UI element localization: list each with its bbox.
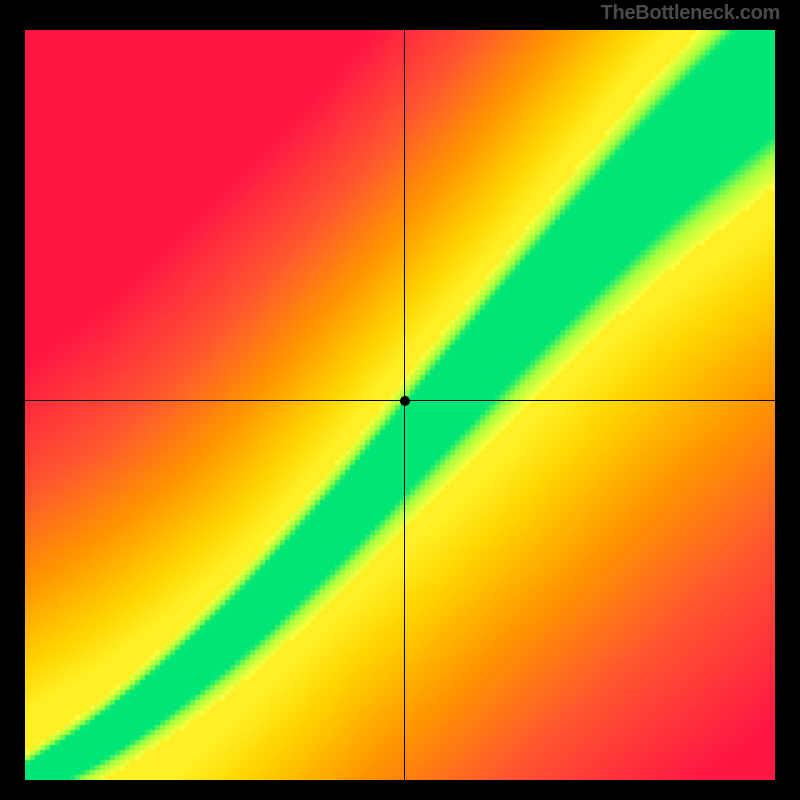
chart-container: TheBottleneck.com xyxy=(0,0,800,800)
heatmap-plot-area xyxy=(25,30,775,780)
heatmap-canvas xyxy=(25,30,775,780)
watermark-text: TheBottleneck.com xyxy=(601,2,780,25)
crosshair-marker xyxy=(400,396,410,406)
